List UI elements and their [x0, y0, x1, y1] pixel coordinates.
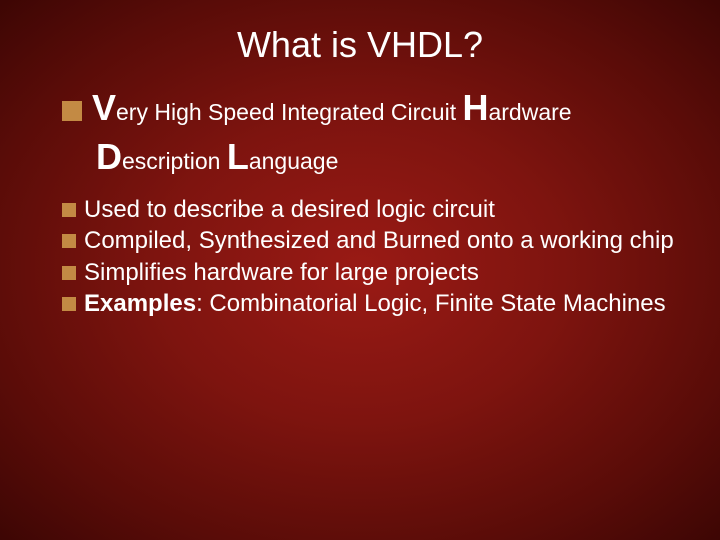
letter-d: D [96, 136, 122, 177]
square-bullet-icon [62, 266, 76, 280]
list-item: Compiled, Synthesized and Burned onto a … [62, 226, 680, 255]
square-bullet-icon [62, 234, 76, 248]
def-ardware: ardware [488, 99, 571, 125]
slide-title: What is VHDL? [0, 0, 720, 66]
letter-l: L [227, 136, 249, 177]
item-text: : Combinatorial Logic, Finite State Mach… [196, 290, 666, 317]
def-escription: escription [122, 148, 220, 174]
def-anguage: anguage [249, 148, 339, 174]
item-text: Compiled, Synthesized and Burned onto a … [84, 227, 674, 254]
slide-content: Very High Speed Integrated Circuit Hardw… [0, 66, 720, 318]
letter-h: H [462, 87, 488, 128]
definition-line: Very High Speed Integrated Circuit Hardw… [62, 84, 680, 181]
def-ery: ery [116, 99, 148, 125]
bullet-icon [62, 101, 82, 121]
square-bullet-icon [62, 297, 76, 311]
list-item: Examples: Combinatorial Logic, Finite St… [62, 289, 680, 318]
letter-v: V [92, 87, 116, 128]
list-item: Used to describe a desired logic circuit [62, 195, 680, 224]
square-bullet-icon [62, 203, 76, 217]
def-mid: High Speed Integrated Circuit [148, 99, 463, 125]
bullet-list: Used to describe a desired logic circuit… [62, 195, 680, 318]
item-bold: Examples [84, 290, 196, 317]
item-text: Used to describe a desired logic circuit [84, 196, 495, 223]
item-text: Simplifies hardware for large projects [84, 259, 479, 286]
list-item: Simplifies hardware for large projects [62, 258, 680, 287]
